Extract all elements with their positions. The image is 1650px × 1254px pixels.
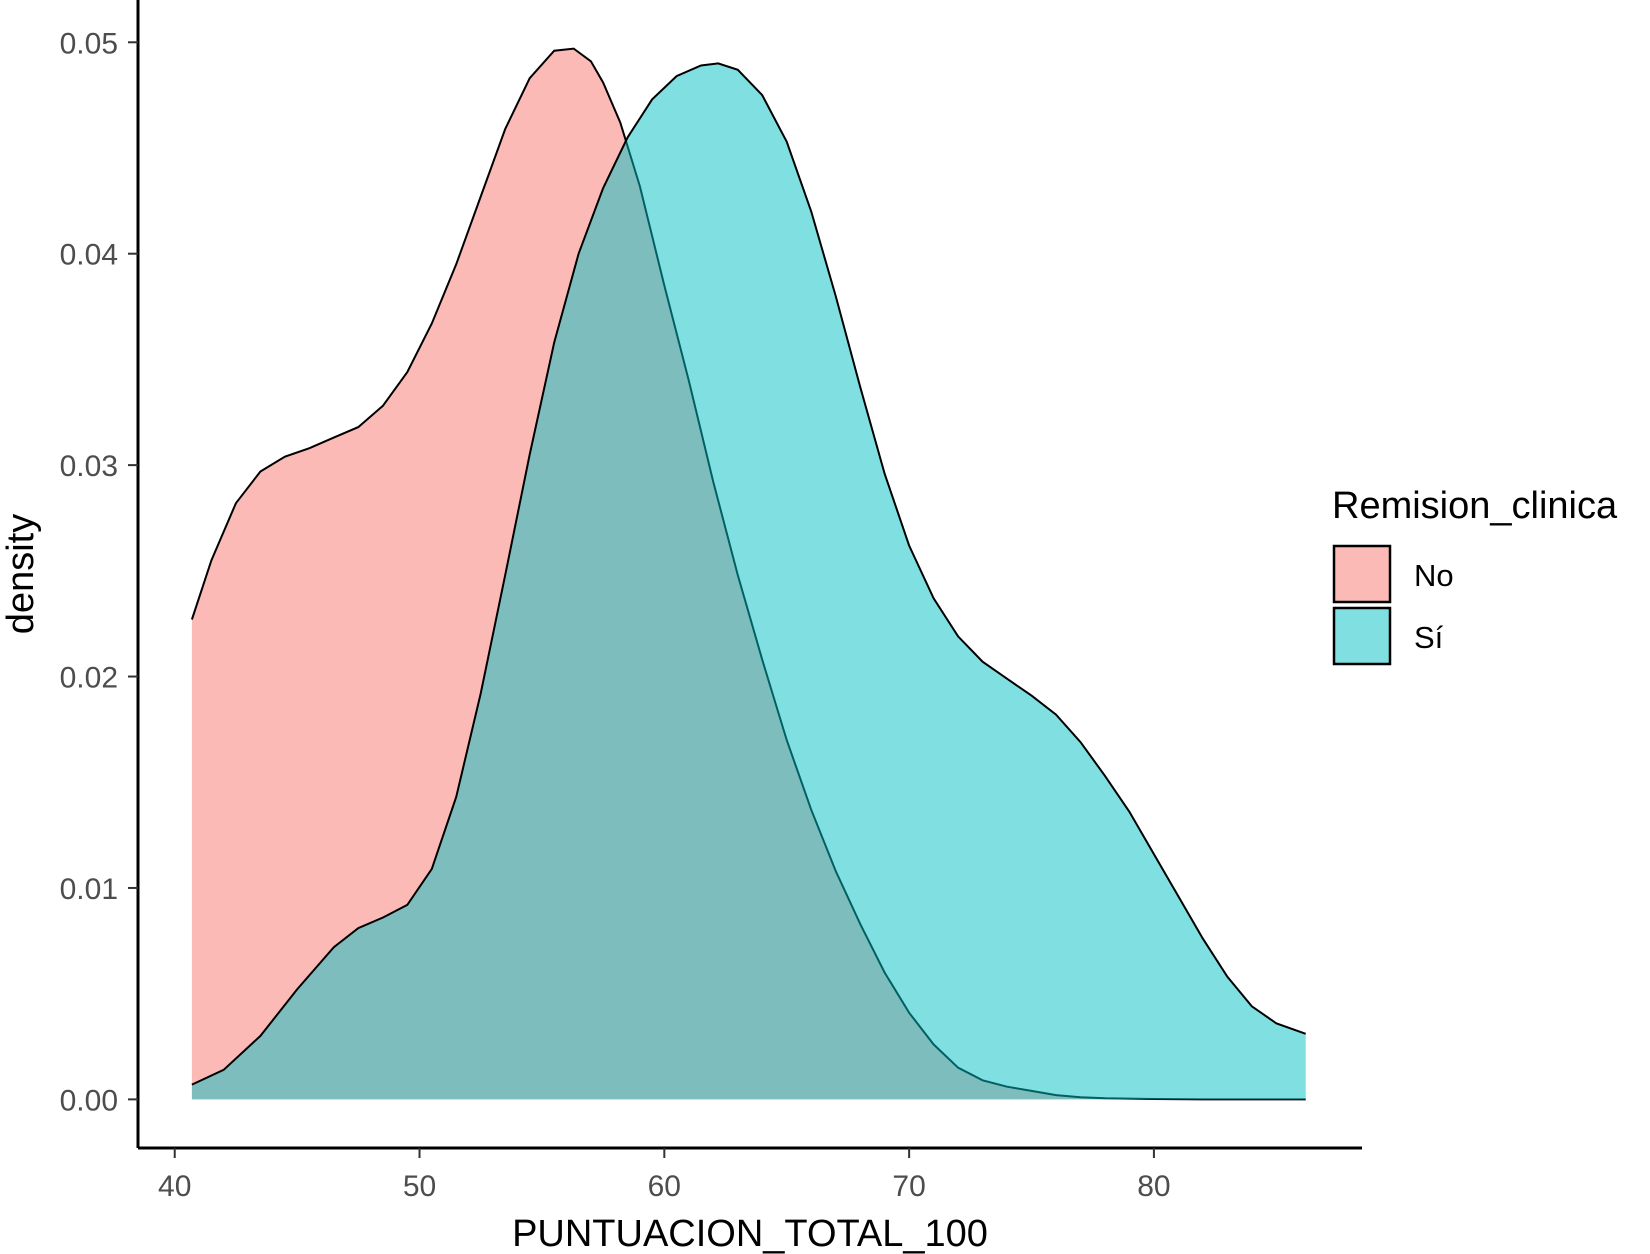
legend-title: Remision_clinica xyxy=(1332,485,1618,527)
legend-label-si: Sí xyxy=(1414,620,1444,655)
legend-label-no: No xyxy=(1414,558,1454,593)
y-tick-label: 0.05 xyxy=(60,27,118,60)
x-tick-label: 80 xyxy=(1137,1170,1170,1203)
y-tick-label: 0.04 xyxy=(60,239,118,272)
tick-labels: 40 50 60 70 80 0.00 0.01 0.02 0.03 0.04 0.05 xyxy=(60,27,1171,1203)
legend: Remision_clinica No Sí xyxy=(1332,485,1618,666)
y-tick-label: 0.00 xyxy=(60,1084,118,1117)
x-tick-label: 50 xyxy=(403,1170,436,1203)
legend-key-si xyxy=(1332,606,1392,666)
axes xyxy=(128,0,1362,1158)
y-tick-label: 0.01 xyxy=(60,873,118,906)
density-curve-si xyxy=(191,62,1307,1086)
density-area-si xyxy=(191,63,1306,1100)
legend-key-no xyxy=(1332,544,1392,604)
x-tick-label: 60 xyxy=(648,1170,681,1203)
density-areas xyxy=(190,47,1307,1101)
x-tick-label: 40 xyxy=(158,1170,191,1203)
y-tick-label: 0.02 xyxy=(60,662,118,695)
x-axis-title: PUNTUACION_TOTAL_100 xyxy=(512,1213,988,1254)
y-axis-title: density xyxy=(0,514,42,634)
y-tick-label: 0.03 xyxy=(60,450,118,483)
x-tick-label: 70 xyxy=(892,1170,925,1203)
